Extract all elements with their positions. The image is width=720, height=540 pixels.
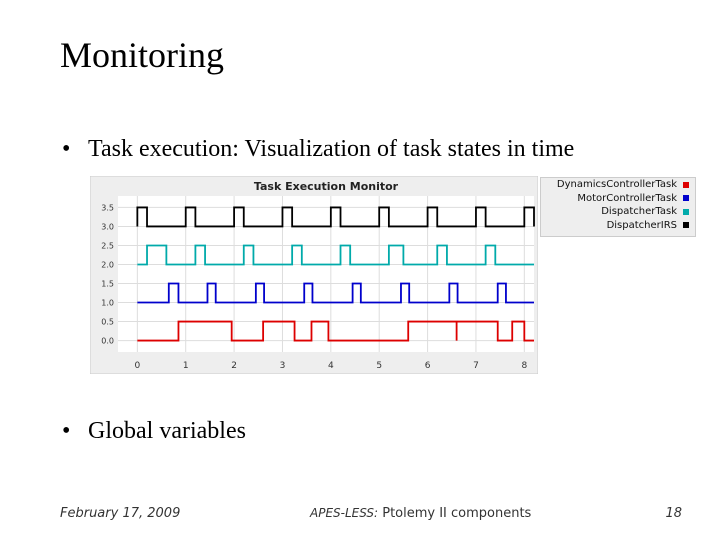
footer-center: APES-LESS: Ptolemy II components <box>310 506 531 521</box>
legend-swatch <box>683 222 689 229</box>
legend-swatch <box>683 195 689 202</box>
x-tick-label: 4 <box>328 361 334 371</box>
slide-title: Monitoring <box>60 35 225 75</box>
legend-item: DispatcherTask <box>541 205 695 219</box>
y-tick-label: 3.5 <box>101 203 114 212</box>
chart-svg: Task Execution Monitor 0 1 2 3 4 5 6 7 8 3.5 3.0 2.5… <box>89 175 539 375</box>
y-tick-label: 0.5 <box>101 318 114 327</box>
x-tick-label: 6 <box>425 361 431 371</box>
x-tick-label: 5 <box>376 361 382 371</box>
y-tick-label: 3.0 <box>101 222 114 231</box>
bullet-global-variables: • Global variables <box>62 418 246 445</box>
legend-item: MotorControllerTask <box>541 192 695 206</box>
bullet-dot: • <box>62 136 71 162</box>
x-tick-label: 7 <box>473 361 479 371</box>
footer-center-plain: Ptolemy II components <box>378 506 532 521</box>
legend-item: DynamicsControllerTask <box>541 178 695 192</box>
y-tick-label: 2.0 <box>101 260 114 269</box>
footer-date: February 17, 2009 <box>60 506 181 521</box>
series-line-dispatcherirs <box>136 206 535 228</box>
series-line-dispatchertask <box>137 244 534 266</box>
series-line-motorcontrollertask <box>137 282 534 304</box>
bullet-text: Global variables <box>88 418 246 444</box>
y-tick-label: 0.0 <box>101 337 114 346</box>
x-tick-label: 0 <box>134 361 140 371</box>
y-tick-label: 2.5 <box>101 241 114 250</box>
bullet-task-execution: • Task execution: Visualization of task s… <box>62 136 574 163</box>
legend-swatch <box>683 181 689 188</box>
x-tick-label: 1 <box>183 361 189 371</box>
chart-title: Task Execution Monitor <box>254 180 399 193</box>
series-line-dynamicscontrollertask <box>137 320 534 342</box>
task-execution-chart: Task Execution Monitor 0 1 2 3 4 5 6 7 8 3.5 3.0 2.5… <box>89 175 539 375</box>
legend-label: DispatcherIRS <box>606 219 677 231</box>
bullet-text: Task execution: Visualization of task st… <box>88 136 575 162</box>
plot-area <box>118 196 534 352</box>
legend-label: MotorControllerTask <box>577 192 677 204</box>
legend-label: DynamicsControllerTask <box>556 179 677 191</box>
y-tick-label: 1.0 <box>101 299 114 308</box>
legend-swatch <box>683 208 689 215</box>
bullet-dot: • <box>62 418 71 444</box>
legend-label: DispatcherTask <box>601 206 677 218</box>
chart-legend: DynamicsControllerTask MotorControllerTas… <box>540 177 696 237</box>
x-tick-label: 8 <box>521 361 527 371</box>
footer-center-italic: APES-LESS: <box>310 506 379 520</box>
footer-page-number: 18 <box>665 506 682 521</box>
legend-item: DispatcherIRS <box>541 219 695 233</box>
y-tick-label: 1.5 <box>101 280 114 289</box>
x-tick-label: 3 <box>280 361 286 371</box>
x-tick-label: 2 <box>231 361 237 371</box>
